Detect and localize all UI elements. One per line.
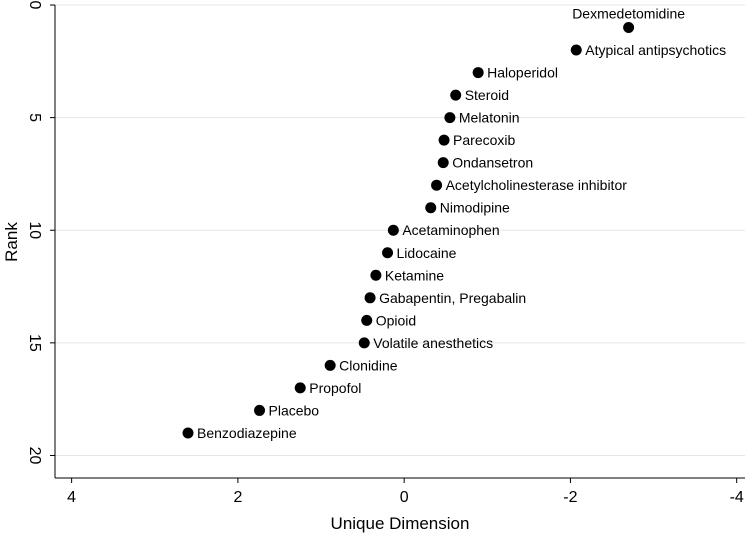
y-tick-label: 20 bbox=[26, 447, 43, 465]
data-point-label: Volatile anesthetics bbox=[373, 335, 493, 351]
x-tick-label: 0 bbox=[400, 489, 409, 506]
data-point bbox=[437, 157, 449, 169]
data-point-label: Dexmedetomidine bbox=[572, 6, 685, 22]
data-point bbox=[623, 22, 635, 34]
data-point-label: Nimodipine bbox=[440, 200, 510, 216]
data-point bbox=[387, 224, 399, 236]
data-point bbox=[382, 247, 394, 259]
point-layer: Dexmedetomidine Atypical antipsychotics Ha… bbox=[182, 6, 726, 441]
data-point bbox=[358, 337, 370, 349]
y-tick-label: 10 bbox=[26, 221, 43, 239]
data-point bbox=[425, 202, 437, 214]
data-point bbox=[294, 382, 306, 394]
data-point-label: Ondansetron bbox=[452, 155, 533, 171]
y-tick-label: 5 bbox=[26, 113, 43, 122]
data-point-label: Propofol bbox=[309, 380, 361, 396]
x-tick-label: -2 bbox=[563, 489, 577, 506]
x-tick-label: 4 bbox=[67, 489, 76, 506]
data-point-label: Placebo bbox=[269, 402, 320, 418]
data-point bbox=[431, 179, 443, 191]
data-point bbox=[444, 112, 456, 124]
data-point-label: Gabapentin, Pregabalin bbox=[379, 290, 526, 306]
y-tick-layer: 0 5 10 15 20 bbox=[26, 1, 55, 465]
data-point-label: Acetylcholinesterase inhibitor bbox=[446, 177, 628, 193]
data-point bbox=[361, 314, 373, 326]
data-point-label: Acetaminophen bbox=[402, 222, 499, 238]
y-tick-label: 15 bbox=[26, 334, 43, 352]
x-tick-label: -4 bbox=[730, 489, 744, 506]
data-point-label: Melatonin bbox=[459, 110, 520, 126]
grid-layer bbox=[55, 4, 745, 456]
data-point bbox=[254, 404, 266, 416]
data-point bbox=[472, 67, 484, 79]
data-point-label: Clonidine bbox=[339, 357, 398, 373]
data-point-label: Steroid bbox=[465, 87, 509, 103]
data-point-label: Atypical antipsychotics bbox=[585, 42, 726, 58]
data-point bbox=[364, 292, 376, 304]
data-point-label: Parecoxib bbox=[453, 132, 515, 148]
x-axis-title: Unique Dimension bbox=[331, 514, 470, 533]
data-point bbox=[570, 44, 582, 56]
y-axis-title: Rank bbox=[2, 222, 21, 262]
data-point bbox=[450, 89, 462, 101]
data-point-label: Benzodiazepine bbox=[197, 425, 297, 441]
data-point-label: Ketamine bbox=[385, 267, 444, 283]
data-point bbox=[182, 427, 194, 439]
y-tick-label: 0 bbox=[26, 1, 43, 10]
data-point bbox=[324, 359, 336, 371]
data-point bbox=[438, 134, 450, 146]
data-point-label: Lidocaine bbox=[397, 245, 457, 261]
data-point-label: Opioid bbox=[376, 312, 416, 328]
data-point bbox=[370, 269, 382, 281]
x-tick-layer: 4 2 0 -2 -4 bbox=[67, 478, 744, 506]
x-tick-label: 2 bbox=[233, 489, 242, 506]
data-point-label: Haloperidol bbox=[487, 65, 558, 81]
